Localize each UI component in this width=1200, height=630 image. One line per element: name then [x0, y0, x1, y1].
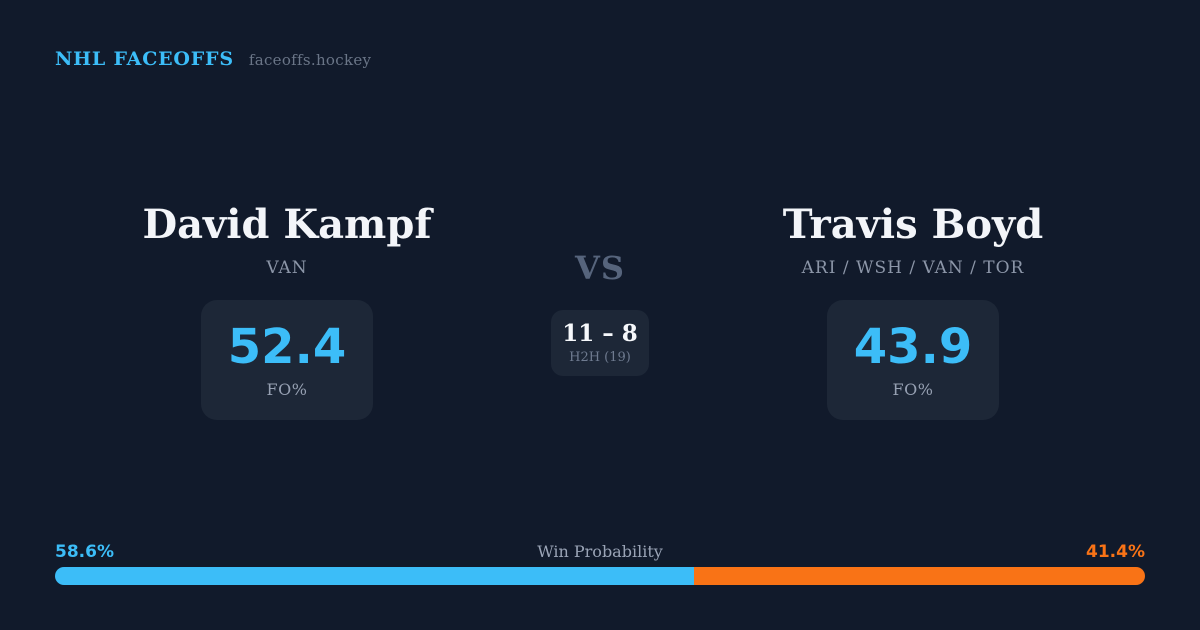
win-probability-right-pct: 41.4% — [1086, 542, 1145, 562]
header: NHL FACEOFFS faceoffs.hockey — [55, 48, 371, 70]
vs-label: VS — [575, 249, 625, 287]
stat-card: 52.4 FO% — [201, 300, 373, 420]
win-probability-bar — [55, 567, 1145, 585]
versus-column: VS 11 – 8 H2H (19) — [510, 203, 690, 376]
stat-card: 43.9 FO% — [827, 300, 999, 420]
win-probability-title: Win Probability — [537, 542, 663, 561]
player-name: David Kampf — [142, 201, 432, 248]
stat-label: FO% — [266, 380, 308, 399]
player-teams: VAN — [266, 258, 308, 278]
player-teams: ARI / WSH / VAN / TOR — [801, 258, 1025, 278]
brand-logo: NHL FACEOFFS — [55, 48, 234, 70]
stat-value: 43.9 — [853, 319, 973, 375]
win-probability-labels: 58.6% Win Probability 41.4% — [55, 541, 1145, 563]
player-name: Travis Boyd — [782, 201, 1044, 248]
win-probability-bar-left-segment — [55, 567, 694, 585]
h2h-score: 11 – 8 — [562, 320, 638, 347]
win-probability-bar-right-segment — [693, 567, 1145, 585]
player-column-left: David Kampf VAN 52.4 FO% — [103, 203, 471, 420]
player-column-right: Travis Boyd ARI / WSH / VAN / TOR 43.9 F… — [729, 203, 1097, 420]
h2h-label: H2H (19) — [569, 350, 631, 365]
stat-value: 52.4 — [227, 319, 347, 375]
h2h-card: 11 – 8 H2H (19) — [551, 310, 649, 376]
win-probability-left-pct: 58.6% — [55, 542, 114, 562]
site-domain: faceoffs.hockey — [248, 51, 372, 69]
stat-label: FO% — [892, 380, 934, 399]
